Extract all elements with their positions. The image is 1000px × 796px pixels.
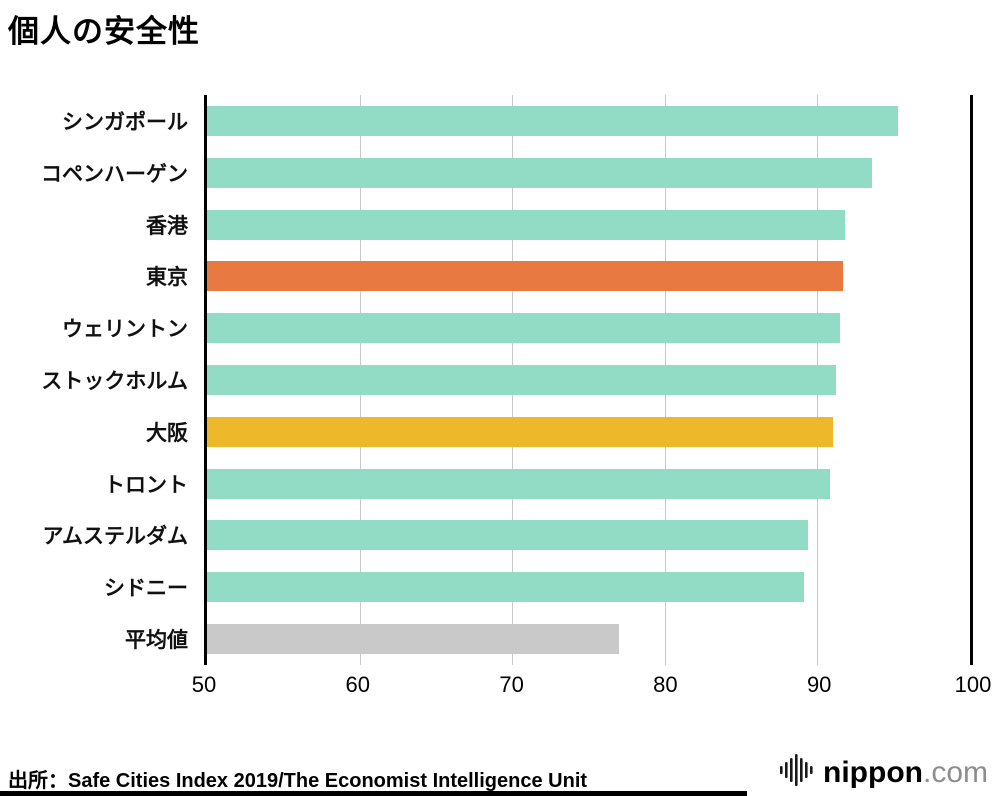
nippon-logo: nippon.com — [780, 752, 988, 793]
x-tick-label-70: 70 — [499, 672, 524, 697]
category-labels: シンガポールコペンハーゲン香港東京ウェリントンストックホルム大阪トロントアムステ… — [0, 95, 197, 665]
category-label-row: ウェリントン — [0, 302, 197, 354]
category-label-row: トロント — [0, 458, 197, 510]
bar-rows — [207, 95, 970, 665]
category-label-row: 香港 — [0, 199, 197, 251]
category-label: トロント — [104, 473, 188, 497]
bar-row — [207, 613, 970, 665]
source-attribution: 出所：Safe Cities Index 2019/The Economist … — [8, 770, 588, 792]
category-label: 香港 — [146, 214, 188, 238]
bar-ウェリントン — [207, 313, 841, 344]
bar-東京 — [207, 261, 844, 292]
category-label-row: 東京 — [0, 250, 197, 302]
bar-row — [207, 250, 970, 302]
category-label: 東京 — [146, 266, 188, 290]
bar-平均値 — [207, 624, 620, 655]
category-label-row: 大阪 — [0, 406, 197, 458]
x-tick-label-100: 100 — [954, 672, 992, 697]
category-label: コペンハーゲン — [41, 162, 188, 186]
logo-wordmark: nippon.com — [823, 756, 988, 790]
logo-tld: .com — [922, 755, 988, 789]
bar-アムステルダム — [207, 520, 809, 551]
bar-row — [207, 406, 970, 458]
category-label-row: コペンハーゲン — [0, 147, 197, 199]
category-label-row: 平均値 — [0, 613, 197, 665]
category-label-row: アムステルダム — [0, 510, 197, 562]
bar-シンガポール — [207, 105, 899, 136]
bar-ストックホルム — [207, 364, 836, 395]
category-label: ストックホルム — [41, 369, 188, 393]
bar-香港 — [207, 209, 845, 240]
category-label-row: シドニー — [0, 561, 197, 613]
plot-area — [204, 95, 973, 665]
bar-大阪 — [207, 416, 833, 447]
bar-row — [207, 199, 970, 251]
bar-row — [207, 458, 970, 510]
bar-row — [207, 354, 970, 406]
x-tick-label-90: 90 — [806, 672, 832, 697]
bar-row — [207, 302, 970, 354]
bar-コペンハーゲン — [207, 157, 873, 188]
category-label: 平均値 — [125, 629, 188, 653]
x-tick-label-50: 50 — [191, 672, 217, 697]
chart-title: 個人の安全性 — [8, 14, 200, 49]
category-label-row: シンガポール — [0, 95, 197, 147]
category-label: ウェリントン — [62, 318, 188, 342]
category-label: シドニー — [104, 577, 188, 601]
bottom-strip — [0, 791, 747, 796]
x-tick-label-80: 80 — [653, 672, 678, 697]
bar-トロント — [207, 468, 830, 499]
category-label-row: ストックホルム — [0, 354, 197, 406]
category-label: 大阪 — [146, 421, 188, 445]
logo-name: nippon — [823, 755, 923, 789]
bar-シドニー — [207, 572, 804, 603]
bar-row — [207, 95, 970, 147]
category-label: シンガポール — [62, 110, 188, 134]
soundwave-icon — [780, 752, 814, 793]
bar-row — [207, 561, 970, 613]
category-label: アムステルダム — [42, 525, 188, 549]
x-axis: 50 60 70 80 90 100 — [192, 672, 992, 700]
bar-row — [207, 510, 970, 562]
bar-row — [207, 147, 970, 199]
x-tick-label-60: 60 — [345, 672, 371, 697]
